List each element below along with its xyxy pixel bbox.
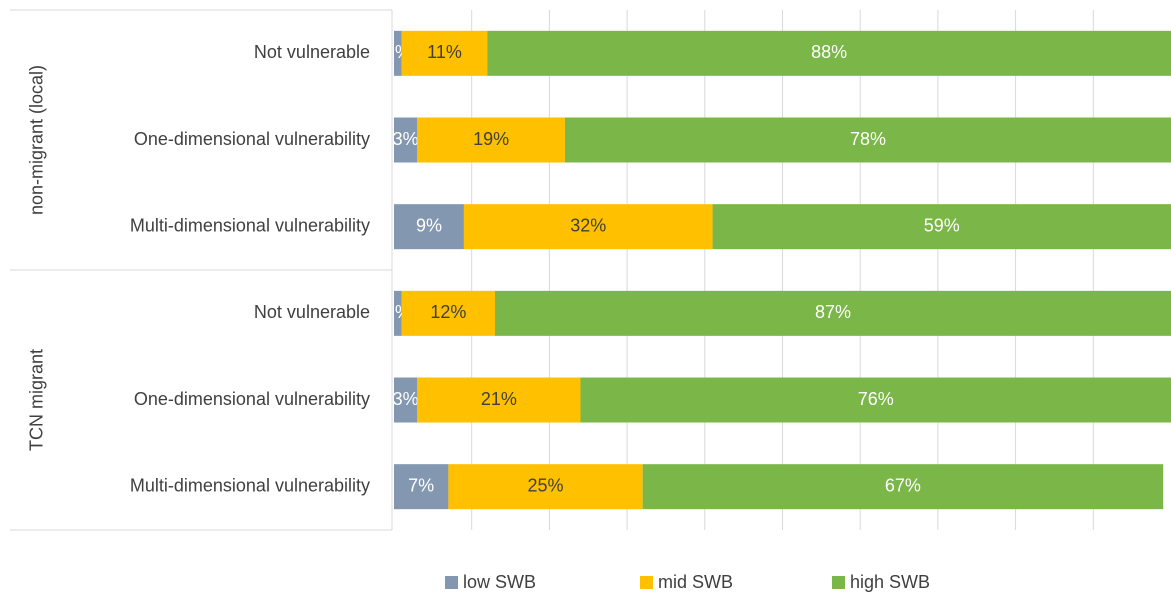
- bar-mid-swb: [463, 204, 713, 250]
- gridlines: [471, 10, 1094, 530]
- bar-mid-swb: [448, 464, 643, 510]
- data-label: 7%: [408, 475, 434, 495]
- category-label: Multi-dimensional vulnerability: [130, 215, 370, 235]
- bar-mid-swb: [401, 290, 496, 336]
- bar-high-swb: [712, 204, 1171, 250]
- data-label: 88%: [811, 42, 847, 62]
- legend-label: high SWB: [850, 572, 930, 592]
- legend-item-high-swb: high SWB: [832, 572, 930, 592]
- data-label: 25%: [527, 475, 563, 495]
- bar-mid-swb: [417, 117, 565, 163]
- legend-swatch: [832, 576, 845, 589]
- bar-low-swb: [394, 290, 402, 336]
- bar-mid-swb: [417, 377, 581, 423]
- bar-high-swb: [487, 30, 1171, 76]
- group-label-non-migrant-local: non-migrant (local): [27, 65, 47, 215]
- bar-high-swb: [564, 117, 1171, 163]
- bar-low-swb: [394, 30, 402, 76]
- group-label-tcn-migrant: TCN migrant: [27, 349, 47, 451]
- bar-high-swb: [495, 290, 1171, 336]
- data-label: 9%: [416, 215, 442, 235]
- legend-item-low-swb: low SWB: [445, 572, 536, 592]
- data-label: 12%: [430, 302, 466, 322]
- category-label: Not vulnerable: [254, 302, 370, 322]
- legend-label: mid SWB: [658, 572, 733, 592]
- category-label: One-dimensional vulnerability: [134, 129, 370, 149]
- bar-high-swb: [580, 377, 1171, 423]
- legend-swatch: [640, 576, 653, 589]
- legend-swatch: [445, 576, 458, 589]
- bar-low-swb: [394, 464, 449, 510]
- data-label: 78%: [850, 129, 886, 149]
- bar-low-swb: [394, 204, 464, 250]
- data-label: 32%: [570, 215, 606, 235]
- bar-high-swb: [642, 464, 1164, 510]
- bar-mid-swb: [401, 30, 488, 76]
- data-label: 67%: [885, 475, 921, 495]
- data-label: 59%: [924, 215, 960, 235]
- category-label: Not vulnerable: [254, 42, 370, 62]
- bar-low-swb: [394, 117, 418, 163]
- data-label: 87%: [815, 302, 851, 322]
- legend: low SWB mid SWB high SWB: [445, 572, 930, 592]
- data-label: 3%: [393, 129, 419, 149]
- category-label: One-dimensional vulnerability: [134, 389, 370, 409]
- data-label: 76%: [858, 389, 894, 409]
- category-label: Multi-dimensional vulnerability: [130, 475, 370, 495]
- legend-item-mid-swb: mid SWB: [640, 572, 733, 592]
- data-label: 11%: [427, 42, 462, 62]
- data-label: 21%: [481, 389, 517, 409]
- data-label: 19%: [473, 129, 509, 149]
- legend-label: low SWB: [463, 572, 536, 592]
- bars: 1% 11% 88%3% 19% 78%9% 32% 59%1% 12% 87%3% 21% 76%…: [393, 30, 1171, 510]
- data-label: 3%: [393, 389, 419, 409]
- category-axis: non-migrant (local) TCN migrant Not vulner…: [10, 9, 393, 531]
- bar-low-swb: [394, 377, 418, 423]
